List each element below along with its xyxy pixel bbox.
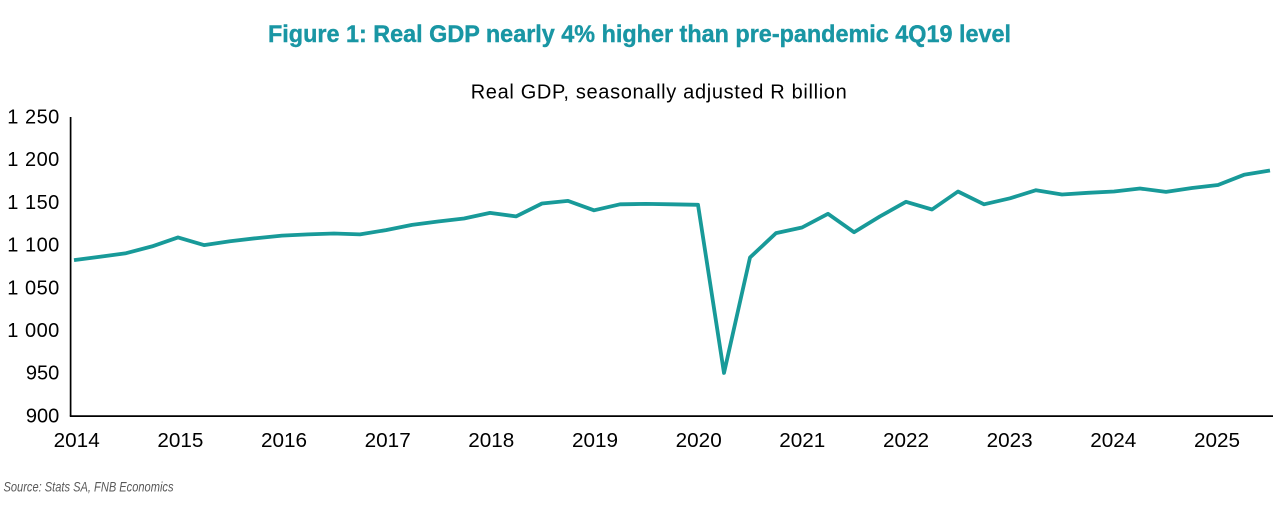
svg-text:950: 950 — [26, 363, 59, 385]
svg-text:1 200: 1 200 — [7, 149, 59, 171]
svg-text:2025: 2025 — [1194, 429, 1240, 452]
svg-text:2024: 2024 — [1090, 429, 1136, 452]
svg-text:1 000: 1 000 — [7, 320, 59, 342]
svg-text:1 100: 1 100 — [7, 235, 59, 257]
svg-text:2020: 2020 — [676, 429, 722, 452]
svg-text:2015: 2015 — [157, 429, 203, 452]
svg-text:Source: Stats SA, FNB Economic: Source: Stats SA, FNB Economics — [4, 479, 174, 495]
svg-text:900: 900 — [26, 405, 59, 427]
svg-text:1 050: 1 050 — [7, 277, 59, 299]
svg-text:2016: 2016 — [261, 429, 307, 452]
svg-text:2017: 2017 — [365, 429, 411, 452]
svg-text:2021: 2021 — [779, 429, 825, 452]
svg-text:2019: 2019 — [572, 429, 618, 452]
svg-text:2018: 2018 — [468, 429, 514, 452]
svg-text:Real GDP, seasonally adjusted: Real GDP, seasonally adjusted R billion — [471, 82, 847, 104]
svg-text:2014: 2014 — [54, 429, 100, 452]
svg-text:Figure 1: Real GDP nearly 4% h: Figure 1: Real GDP nearly 4% higher than… — [268, 21, 1011, 48]
svg-text:1 150: 1 150 — [7, 192, 59, 214]
svg-text:1 250: 1 250 — [7, 107, 59, 129]
svg-text:2023: 2023 — [987, 429, 1033, 452]
svg-text:2022: 2022 — [883, 429, 929, 452]
